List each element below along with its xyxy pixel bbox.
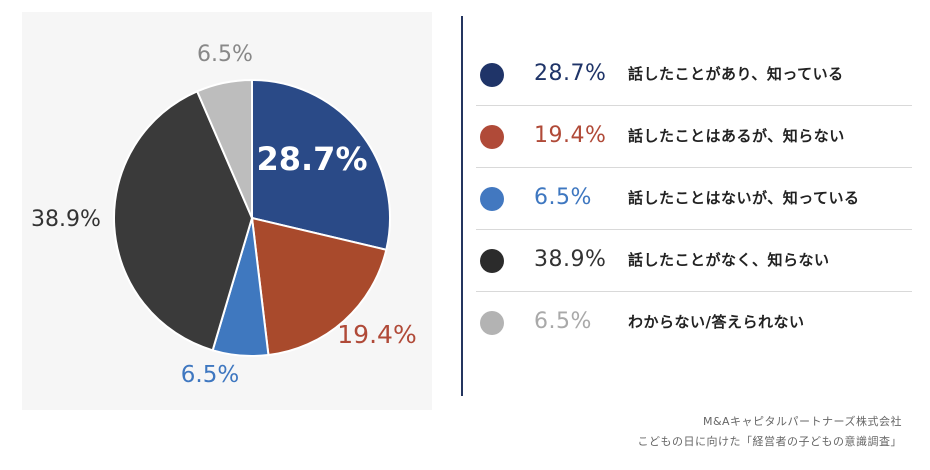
pie-slice-label: 6.5% (197, 42, 253, 67)
legend-value: 6.5% (534, 185, 592, 210)
legend-label: 話したことはないが、知っている (628, 189, 860, 207)
source-survey-title: こどもの日に向けた「経営者の子どもの意識調査」 (637, 435, 902, 448)
legend-label: 話したことがあり、知っている (628, 65, 844, 83)
pie-slice-label: 6.5% (181, 362, 239, 388)
pie-slice (113, 90, 254, 352)
pie-chart: 28.7% 19.4% 6.5% 38.9% 6.5% (31, 42, 417, 388)
pie-slice-label: 28.7% (256, 140, 367, 178)
legend-item: 28.7% 話したことがあり、知っている (476, 44, 912, 106)
legend-value: 19.4% (534, 123, 607, 148)
legend-marker (480, 125, 504, 149)
pie-slice-label: 38.9% (31, 207, 101, 232)
legend-item: 38.9% 話したことがなく、知らない (476, 230, 912, 292)
legend-label: わからない/答えられない (628, 313, 805, 331)
pie-slice (195, 78, 253, 219)
legend-value: 38.9% (534, 247, 607, 272)
source-credit: M&Aキャピタルパートナーズ株式会社 こどもの日に向けた「経営者の子どもの意識調… (638, 412, 903, 452)
divider-line (461, 16, 463, 396)
legend-item: 19.4% 話したことはあるが、知らない (476, 106, 912, 168)
legend-label: 話したことがなく、知らない (628, 251, 830, 269)
legend-marker (480, 311, 504, 335)
legend-label: 話したことはあるが、知らない (628, 127, 845, 145)
pie-slice (251, 78, 391, 251)
legend: 28.7% 話したことがあり、知っている 19.4% 話したことはあるが、知らな… (476, 44, 912, 353)
legend-marker (480, 249, 504, 273)
pie-slice (250, 216, 388, 357)
pie-slice-label: 19.4% (337, 320, 416, 349)
chart-panel: 28.7% 19.4% 6.5% 38.9% 6.5% (22, 12, 432, 410)
source-company: M&Aキャピタルパートナーズ株式会社 (702, 415, 902, 428)
legend-marker (480, 187, 504, 211)
legend-item: 6.5% わからない/答えられない (476, 292, 912, 353)
legend-item: 6.5% 話したことはないが、知っている (476, 168, 912, 230)
legend-value: 6.5% (534, 309, 592, 334)
legend-marker (480, 63, 504, 87)
legend-value: 28.7% (534, 61, 607, 86)
